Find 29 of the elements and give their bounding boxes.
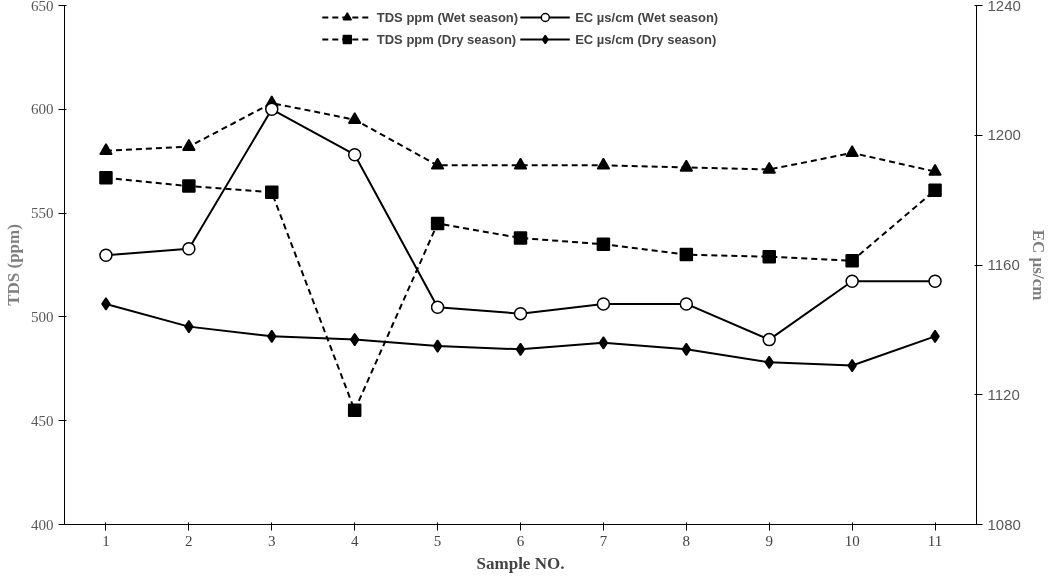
y-tick-label: 500 [31, 308, 54, 325]
y-tick-label: 650 [31, 0, 54, 14]
y2-tick-label: 1120 [987, 385, 1020, 403]
legend-label: TDS ppm (Dry season) [376, 31, 517, 47]
y-tick-label: 400 [31, 516, 54, 533]
x-tick-label: 6 [516, 532, 525, 549]
x-tick-label: 8 [682, 532, 691, 549]
y-tick-label: 550 [31, 205, 54, 222]
x-tick-label: 4 [350, 532, 359, 549]
x-axis-title: Sample NO. [476, 553, 565, 573]
legend-label: TDS ppm (Wet season) [376, 9, 519, 25]
x-tick-label: 1 [102, 532, 110, 549]
legend-label: EC µs/cm (Dry season) [575, 31, 717, 47]
y-axis-title: TDS (ppm) [4, 224, 23, 306]
y-tick-label: 450 [31, 412, 54, 429]
x-tick-label: 3 [268, 532, 276, 549]
x-tick-label: 10 [844, 532, 860, 549]
y2-tick-label: 1080 [987, 515, 1021, 533]
legend-label: EC µs/cm (Wet season) [575, 9, 719, 25]
y2-axis-title: EC µs/cm [1028, 229, 1048, 301]
y2-tick-label: 1240 [987, 0, 1021, 14]
x-tick-label: 9 [765, 532, 773, 549]
x-tick-label: 2 [185, 532, 193, 549]
x-tick-label: 5 [433, 532, 442, 549]
x-tick-label: 7 [599, 532, 608, 549]
y2-tick-label: 1160 [987, 256, 1020, 273]
y-tick-label: 600 [31, 101, 54, 118]
y2-tick-label: 1200 [987, 126, 1021, 144]
x-tick-label: 11 [927, 532, 943, 549]
